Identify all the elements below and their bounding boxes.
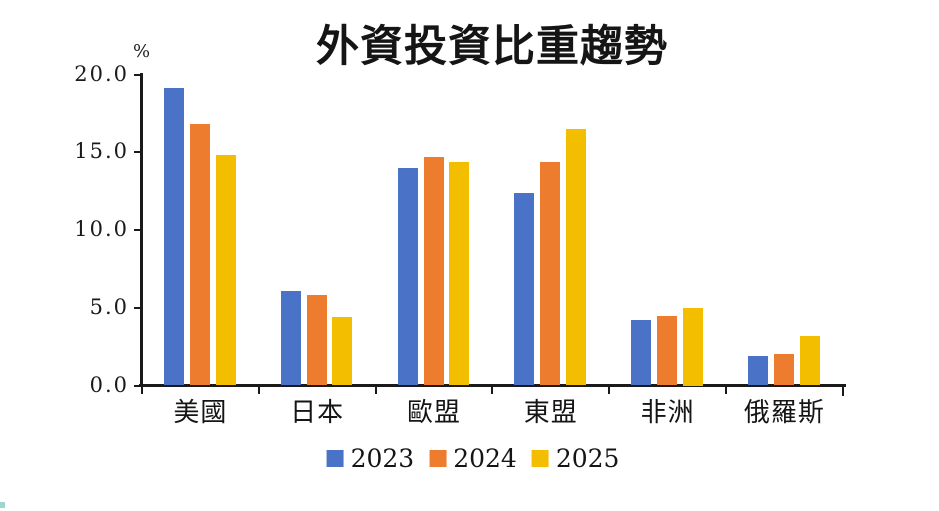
- x-axis-tick: [141, 385, 143, 394]
- bar-2023-東盟: [514, 192, 535, 386]
- y-axis-tick: [134, 151, 142, 154]
- y-tick-label: 10.0: [74, 216, 129, 241]
- bar-2023-日本: [280, 290, 301, 386]
- y-axis-tick: [134, 306, 142, 309]
- legend-label: 2023: [350, 444, 415, 473]
- chart-title: 外資投資比重趨勢: [316, 22, 668, 72]
- category-label-東盟: 東盟: [523, 398, 578, 428]
- bar-2025-非洲: [682, 307, 703, 386]
- x-axis-tick: [841, 385, 844, 396]
- legend: 2023 2024 2025: [326, 444, 620, 473]
- x-axis-tick: [374, 385, 377, 394]
- artifact-speck: [0, 502, 5, 508]
- y-axis-tick: [134, 384, 142, 387]
- category-label-美國: 美國: [173, 398, 228, 428]
- legend-item-2024: 2024: [429, 444, 517, 473]
- bar-2024-非洲: [657, 315, 678, 386]
- bar-2023-非洲: [631, 320, 652, 386]
- x-axis-tick: [257, 385, 260, 394]
- legend-swatch-icon: [531, 450, 549, 467]
- legend-label: 2025: [555, 444, 620, 473]
- category-label-俄羅斯: 俄羅斯: [743, 398, 825, 428]
- y-axis-tick: [134, 229, 142, 231]
- category-label-歐盟: 歐盟: [406, 398, 462, 428]
- bar-2025-歐盟: [449, 161, 470, 386]
- bar-2024-日本: [306, 295, 327, 386]
- y-tick-label: 20.0: [74, 61, 129, 86]
- y-tick-label: 5.0: [89, 294, 129, 319]
- bar-2023-美國: [164, 88, 184, 386]
- bar-2024-美國: [190, 124, 210, 386]
- x-axis-tick: [608, 385, 611, 394]
- legend-item-2025: 2025: [531, 444, 620, 473]
- bar-2023-俄羅斯: [748, 355, 768, 386]
- bar-2025-東盟: [565, 128, 586, 386]
- y-tick-label: 0.0: [89, 372, 129, 397]
- x-axis-tick: [491, 385, 494, 394]
- bar-2023-歐盟: [397, 167, 418, 386]
- bar-2025-日本: [332, 317, 353, 386]
- bar-2025-美國: [215, 155, 236, 386]
- bar-2025-俄羅斯: [799, 335, 820, 386]
- y-axis-tick: [134, 73, 142, 76]
- category-label-非洲: 非洲: [640, 398, 695, 428]
- legend-item-2023: 2023: [326, 444, 415, 473]
- legend-swatch-icon: [429, 450, 447, 467]
- legend-swatch-icon: [326, 450, 344, 467]
- y-axis-unit-label: %: [133, 41, 151, 62]
- x-axis-tick: [725, 385, 727, 394]
- bar-2024-俄羅斯: [774, 354, 794, 386]
- bar-2024-歐盟: [423, 156, 444, 386]
- category-label-日本: 日本: [290, 398, 345, 428]
- bar-2024-東盟: [540, 161, 561, 386]
- y-tick-label: 15.0: [74, 139, 129, 164]
- legend-label: 2024: [453, 444, 517, 473]
